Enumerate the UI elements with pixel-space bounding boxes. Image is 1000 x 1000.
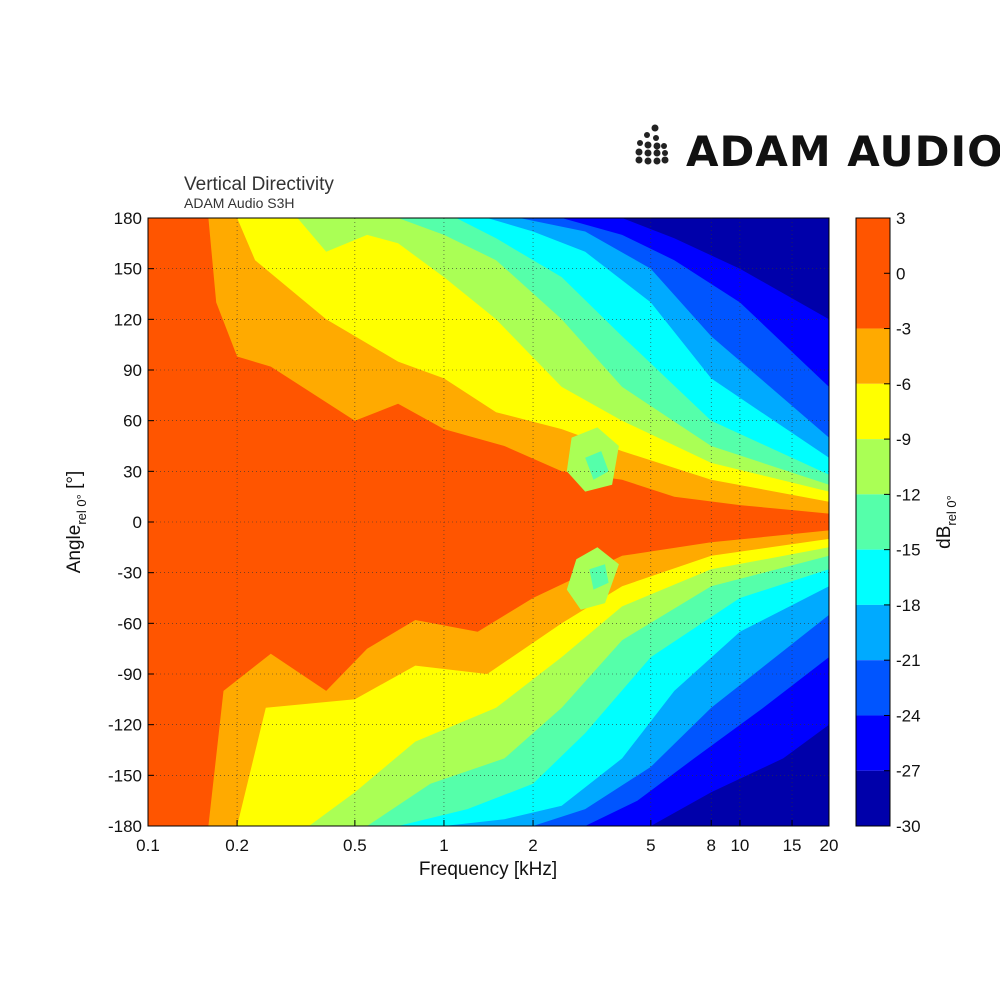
colorbar-label: dBrel 0°: [934, 495, 959, 549]
logo-dot: [644, 157, 652, 165]
x-tick-label: 2: [528, 836, 537, 855]
adam-dot-logo-icon: [635, 124, 669, 165]
y-tick-label: 30: [123, 462, 142, 481]
x-tick-label: 15: [783, 836, 802, 855]
colorbar-band: [856, 328, 890, 384]
logo-dot: [653, 149, 661, 157]
logo-dot: [644, 149, 652, 157]
colorbar-band: [856, 549, 890, 605]
x-tick-label: 1: [439, 836, 448, 855]
contour-lower--27: [148, 724, 829, 826]
y-axis-label-sub: rel 0°: [74, 494, 89, 525]
colorbar-tick-label: -3: [896, 320, 911, 339]
contour-upper--21: [148, 218, 829, 438]
logo-dot: [644, 141, 652, 149]
colorbar-band: [856, 494, 890, 550]
colorbar-tick-label: -21: [896, 651, 921, 670]
y-axis-label: Anglerel 0° [°]: [64, 471, 89, 574]
colorbar: [856, 218, 890, 826]
colorbar-band: [856, 715, 890, 771]
logo-dot: [653, 135, 659, 141]
logo-dot: [653, 157, 661, 165]
colorbar-tick-label: -18: [896, 596, 921, 615]
colorbar-tick-label: -15: [896, 541, 921, 560]
logo-dot: [637, 140, 643, 146]
colorbar-tick-label: -9: [896, 430, 911, 449]
colorbar-tick-label: -30: [896, 817, 921, 836]
y-tick-label: -30: [117, 564, 142, 583]
colorbar-label-main: dB: [934, 526, 955, 549]
colorbar-band: [856, 660, 890, 716]
colorbar-tick-label: 0: [896, 264, 905, 283]
colorbar-band: [856, 439, 890, 495]
y-tick-label: 150: [114, 260, 142, 279]
colorbar-ticks: 3 0 -3 -6 -9 -12 -15 -18 -21 -24 -27 -30: [884, 209, 921, 836]
logo-dot: [635, 156, 643, 164]
x-tick-label: 0.2: [225, 836, 249, 855]
contour-upper--27: [148, 218, 829, 320]
contour-island-3: [589, 564, 609, 590]
y-tick-label: 180: [114, 209, 142, 228]
x-tick-label: 20: [820, 836, 839, 855]
plot-grid: [148, 218, 829, 826]
chart-subtitle: ADAM Audio S3H: [184, 195, 295, 211]
y-tick-label: -120: [108, 716, 142, 735]
colorbar-band: [856, 604, 890, 661]
colorbar-band: [856, 383, 890, 440]
x-tick-label: 0.5: [343, 836, 367, 855]
y-tick-label: -180: [108, 817, 142, 836]
y-tick-label: 60: [123, 412, 142, 431]
logo-dot: [635, 148, 643, 156]
chart-title: Vertical Directivity: [184, 174, 334, 195]
y-tick-label: -90: [117, 665, 142, 684]
contour-upper--18: [148, 218, 829, 458]
y-tick-label: 90: [123, 361, 142, 380]
y-axis-ticks: 180 150 120 90 60 30 0 -30 -60 -90 -120 -150 -180: [108, 209, 154, 836]
brand-wordmark: ADAM AUDIO: [686, 127, 1000, 176]
logo-dot: [644, 132, 650, 138]
colorbar-tick-label: -27: [896, 762, 921, 781]
contour-island-1: [585, 451, 609, 480]
logo-dot: [661, 156, 669, 164]
logo-dot: [653, 142, 661, 150]
x-tick-label: 10: [730, 836, 749, 855]
y-tick-label: -60: [117, 614, 142, 633]
logo-dot: [651, 124, 659, 132]
x-tick-label: 5: [646, 836, 655, 855]
colorbar-tick-label: -12: [896, 485, 921, 504]
y-tick-label: 120: [114, 310, 142, 329]
x-axis-label: Frequency [kHz]: [419, 859, 557, 880]
colorbar-label-sub: rel 0°: [944, 495, 959, 526]
colorbar-tick-label: -6: [896, 375, 911, 394]
x-tick-label: 8: [706, 836, 715, 855]
colorbar-tick-label: 3: [896, 209, 905, 228]
logo-dot: [661, 143, 667, 149]
x-axis-ticks: 0.1 0.2 0.5 1 2 5 8 10 15 20: [136, 820, 838, 855]
y-axis-label-unit: [°]: [64, 471, 85, 494]
colorbar-tick-label: -24: [896, 706, 921, 725]
x-tick-label: 0.1: [136, 836, 160, 855]
y-axis-label-main: Angle: [64, 525, 85, 574]
contour-lower--21: [148, 614, 829, 826]
colorbar-frame: [855, 217, 891, 827]
logo-dot: [662, 150, 668, 156]
colorbar-band: [856, 770, 890, 826]
y-tick-label: -150: [108, 766, 142, 785]
y-tick-label: 0: [133, 513, 142, 532]
